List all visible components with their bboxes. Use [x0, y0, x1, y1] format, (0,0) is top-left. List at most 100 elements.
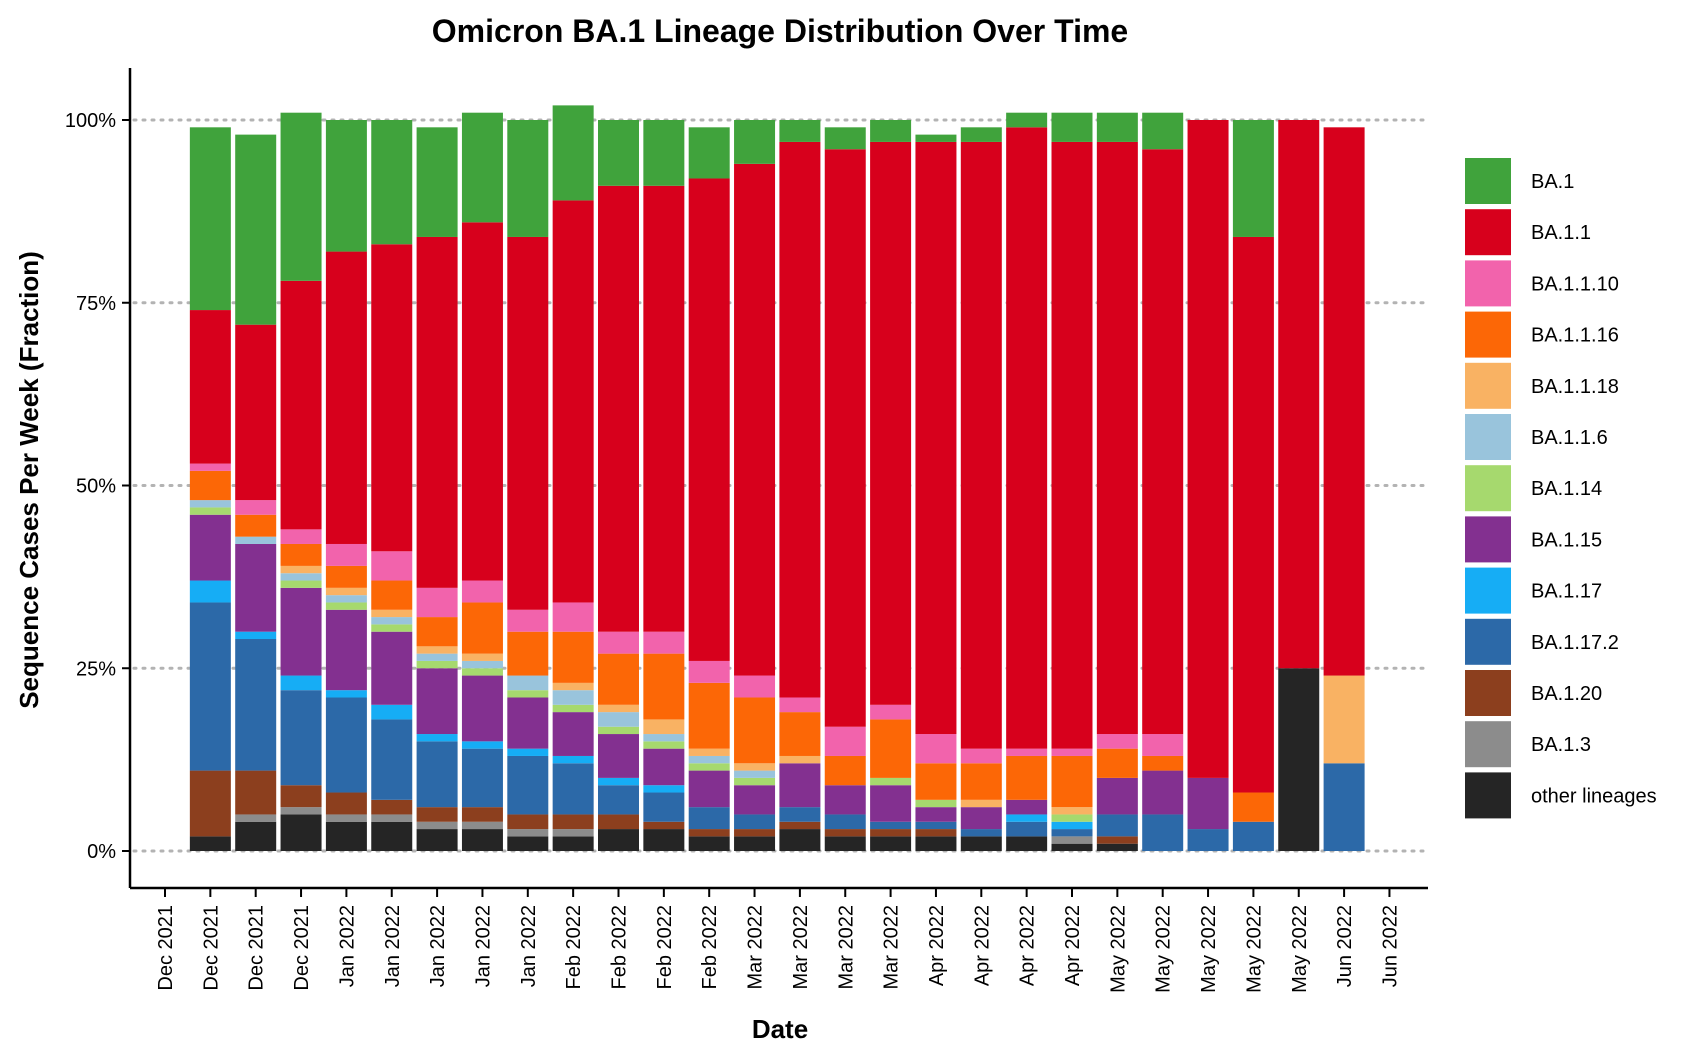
bar-segment: [734, 777, 776, 786]
bar-segment: [507, 814, 549, 830]
x-tick-label: Apr 2022: [1062, 905, 1084, 986]
bar-segment: [235, 770, 277, 815]
bar-segment: [325, 697, 367, 793]
bar-segment: [552, 200, 594, 603]
bar-segment: [1096, 814, 1138, 837]
bar-segment: [280, 543, 322, 566]
bar-segment: [507, 609, 549, 632]
bar-segment: [416, 734, 458, 742]
legend-label: other lineages: [1531, 785, 1657, 807]
bar-segment: [507, 631, 549, 676]
bar-segment: [643, 734, 685, 742]
bar-segment: [643, 719, 685, 735]
bar-segment: [280, 573, 322, 581]
bar-segment: [325, 595, 367, 603]
bar-segment: [552, 105, 594, 201]
bar-segment: [734, 697, 776, 764]
bar-segment: [960, 799, 1002, 808]
bar-segment: [461, 653, 503, 661]
bar-segment: [1051, 807, 1093, 815]
bar-segment: [734, 163, 776, 676]
bar-segment: [688, 178, 730, 661]
x-tick-label: Apr 2022: [926, 905, 948, 986]
bar-segment: [1096, 734, 1138, 749]
x-tick-label: Dec 2021: [291, 905, 313, 991]
bar-segment: [824, 785, 866, 815]
bar-segment: [461, 675, 503, 742]
bar-segment: [734, 829, 776, 837]
bar-segment: [824, 814, 866, 830]
bar-segment: [1096, 777, 1138, 815]
bar-segment: [1051, 836, 1093, 844]
y-tick-label: 75%: [76, 293, 116, 315]
bar-segment: [915, 134, 957, 142]
bar-segment: [643, 785, 685, 793]
bar-segment: [461, 668, 503, 676]
bar-segment: [870, 836, 912, 851]
legend-label: BA.1.14: [1531, 478, 1602, 500]
bar-segment: [371, 631, 413, 705]
legend-swatch: [1465, 362, 1511, 409]
x-tick-label: Jan 2022: [336, 905, 358, 987]
legend-label: BA.1.1.10: [1531, 273, 1619, 295]
bar-segment: [688, 770, 730, 808]
bar-segment: [280, 675, 322, 691]
bar-segment: [235, 536, 277, 544]
bar-segment: [1006, 748, 1048, 756]
bar-segment: [1278, 668, 1320, 851]
x-tick-label: Feb 2022: [699, 905, 721, 990]
bar-segment: [1006, 755, 1048, 800]
bar-segment: [189, 470, 231, 501]
legend-swatch: [1465, 721, 1511, 768]
bar-segment: [870, 777, 912, 786]
bar-segment: [779, 712, 821, 756]
bar-segment: [824, 149, 866, 727]
bar-segment: [461, 222, 503, 581]
bar-segment: [280, 112, 322, 281]
bar-segment: [915, 836, 957, 851]
y-axis-title: Sequence Cases Per Week (Fraction): [14, 251, 44, 709]
bar-segment: [1096, 748, 1138, 778]
bar-segment: [280, 565, 322, 574]
bar-segment: [643, 829, 685, 851]
bar-segment: [189, 507, 231, 515]
bar-segment: [688, 682, 730, 749]
bar-segment: [824, 127, 866, 150]
bar-segment: [325, 565, 367, 588]
x-tick-label: Mar 2022: [745, 905, 767, 990]
bar-segment: [1096, 112, 1138, 142]
bar-segment: [1051, 141, 1093, 749]
bar-segment: [416, 127, 458, 237]
bar-segment: [870, 785, 912, 822]
legend-label: BA.1.17.2: [1531, 632, 1619, 654]
x-tick-label: May 2022: [1107, 905, 1129, 993]
bar-segment: [598, 631, 639, 654]
bar-segment: [688, 127, 730, 179]
bar-segment: [1232, 236, 1274, 793]
bar-segment: [870, 704, 912, 720]
legend-label: BA.1.1.16: [1531, 325, 1619, 347]
legend-label: BA.1.20: [1531, 683, 1602, 705]
bar-segment: [643, 120, 685, 186]
bar-segment: [1096, 843, 1138, 851]
bar-segment: [461, 660, 503, 669]
bar-segment: [779, 697, 821, 713]
legend-swatch: [1465, 260, 1511, 307]
bar-segment: [915, 821, 957, 830]
bar-segment: [870, 821, 912, 830]
bar-segment: [507, 697, 549, 749]
bar-segment: [734, 763, 776, 771]
x-tick-label: May 2022: [1289, 905, 1311, 993]
bar-segment: [960, 748, 1002, 764]
bar-segment: [280, 690, 322, 786]
bar-segment: [1142, 734, 1184, 756]
bar-segment: [235, 814, 277, 822]
bar-segment: [416, 236, 458, 588]
legend-swatch: [1465, 670, 1511, 716]
bar-segment: [598, 785, 639, 815]
bar-segment: [325, 792, 367, 815]
bar-segment: [1051, 112, 1093, 142]
bar-segment: [280, 587, 322, 676]
bar-segment: [779, 120, 821, 142]
